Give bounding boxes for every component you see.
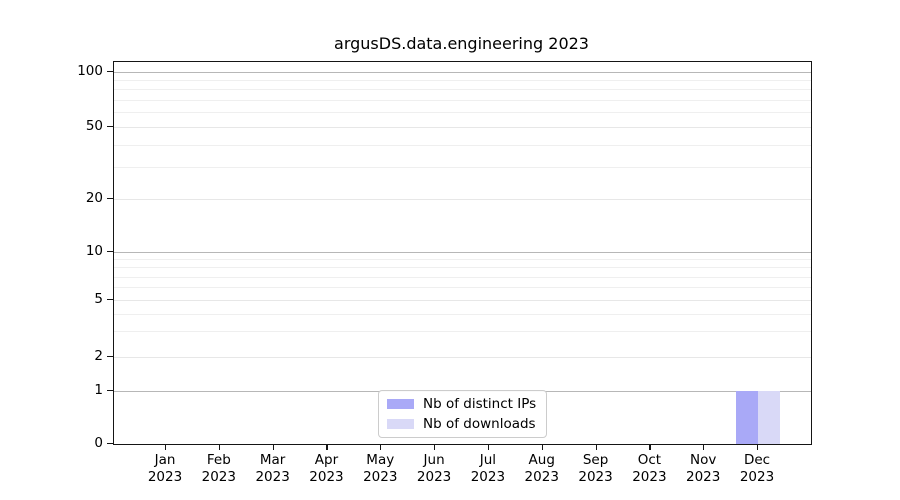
gridline-minor-9 (114, 259, 811, 261)
gridline-minor-70 (114, 100, 811, 102)
x-tick-feb (218, 444, 220, 451)
gridline-5 (114, 300, 811, 301)
gridline-minor-40 (114, 144, 811, 146)
legend-swatch-distinct-ips (387, 399, 414, 409)
y-tick-label-1: 1 (94, 381, 103, 398)
gridline-minor-90 (114, 79, 811, 81)
y-tick-50 (107, 126, 113, 128)
x-tick-label-jun: Jun 2023 (416, 452, 452, 485)
legend-row-downloads: Nb of downloads (387, 416, 536, 432)
x-tick-label-nov: Nov 2023 (686, 452, 721, 485)
legend-row-distinct-ips: Nb of distinct IPs (387, 396, 536, 412)
y-tick-label-20: 20 (85, 190, 103, 206)
gridline-2 (114, 356, 811, 358)
gridline-minor-4 (114, 313, 811, 315)
legend-label-distinct-ips: Nb of distinct IPs (423, 396, 537, 412)
y-tick-20 (107, 198, 113, 200)
gridline-minor-6 (114, 287, 811, 289)
y-tick-label-5: 5 (94, 291, 103, 307)
x-tick-oct (649, 444, 651, 451)
x-tick-jan (165, 444, 167, 451)
y-tick-label-0: 0 (94, 434, 103, 451)
legend-label-downloads: Nb of downloads (423, 416, 536, 432)
chart-title: argusDS.data.engineering 2023 (334, 34, 589, 53)
gridline-minor-30 (114, 167, 811, 169)
x-tick-label-mar: Mar 2023 (255, 452, 290, 485)
x-tick-apr (326, 444, 328, 451)
x-tick-label-jan: Jan 2023 (147, 452, 183, 485)
y-tick-10 (107, 251, 113, 253)
gridline-minor-80 (114, 89, 811, 91)
y-tick-1 (107, 389, 113, 391)
x-tick-aug (541, 444, 543, 451)
y-tick-label-100: 100 (77, 62, 103, 79)
y-tick-100 (107, 70, 113, 72)
gridline-minor-60 (114, 112, 811, 114)
x-tick-label-apr: Apr 2023 (309, 452, 344, 485)
x-tick-label-dec: Dec 2023 (739, 452, 775, 485)
y-tick-label-50: 50 (85, 118, 103, 134)
y-tick-label-10: 10 (85, 243, 103, 259)
x-tick-label-may: May 2023 (363, 452, 398, 485)
x-tick-dec (757, 444, 759, 451)
x-tick-sep (595, 444, 597, 451)
x-tick-may (380, 444, 382, 451)
bar-nb-of-downloads-dec (758, 390, 780, 444)
y-tick-0 (107, 442, 113, 444)
legend: Nb of distinct IPs Nb of downloads (378, 390, 548, 438)
x-tick-label-aug: Aug 2023 (524, 452, 559, 485)
gridline-minor-7 (114, 276, 811, 278)
gridline-50 (114, 127, 811, 128)
bar-nb-of-distinct-ips-dec (736, 390, 758, 444)
x-tick-label-sep: Sep 2023 (578, 452, 613, 485)
x-tick-label-jul: Jul 2023 (470, 452, 506, 485)
y-tick-2 (107, 355, 113, 357)
gridline-minor-8 (114, 267, 811, 269)
x-tick-jun (434, 444, 436, 451)
x-tick-jul (487, 444, 490, 451)
x-tick-label-feb: Feb 2023 (201, 452, 236, 485)
x-tick-mar (272, 444, 274, 451)
y-tick-label-2: 2 (94, 347, 103, 364)
plot-area (113, 61, 812, 445)
legend-swatch-downloads (387, 419, 414, 429)
gridline-20 (114, 199, 811, 200)
y-tick-5 (107, 299, 113, 301)
x-tick-label-oct: Oct 2023 (632, 452, 667, 485)
gridline-100 (114, 71, 811, 73)
x-tick-nov (703, 444, 705, 451)
gridline-minor-3 (114, 331, 811, 333)
gridline-10 (114, 252, 811, 253)
